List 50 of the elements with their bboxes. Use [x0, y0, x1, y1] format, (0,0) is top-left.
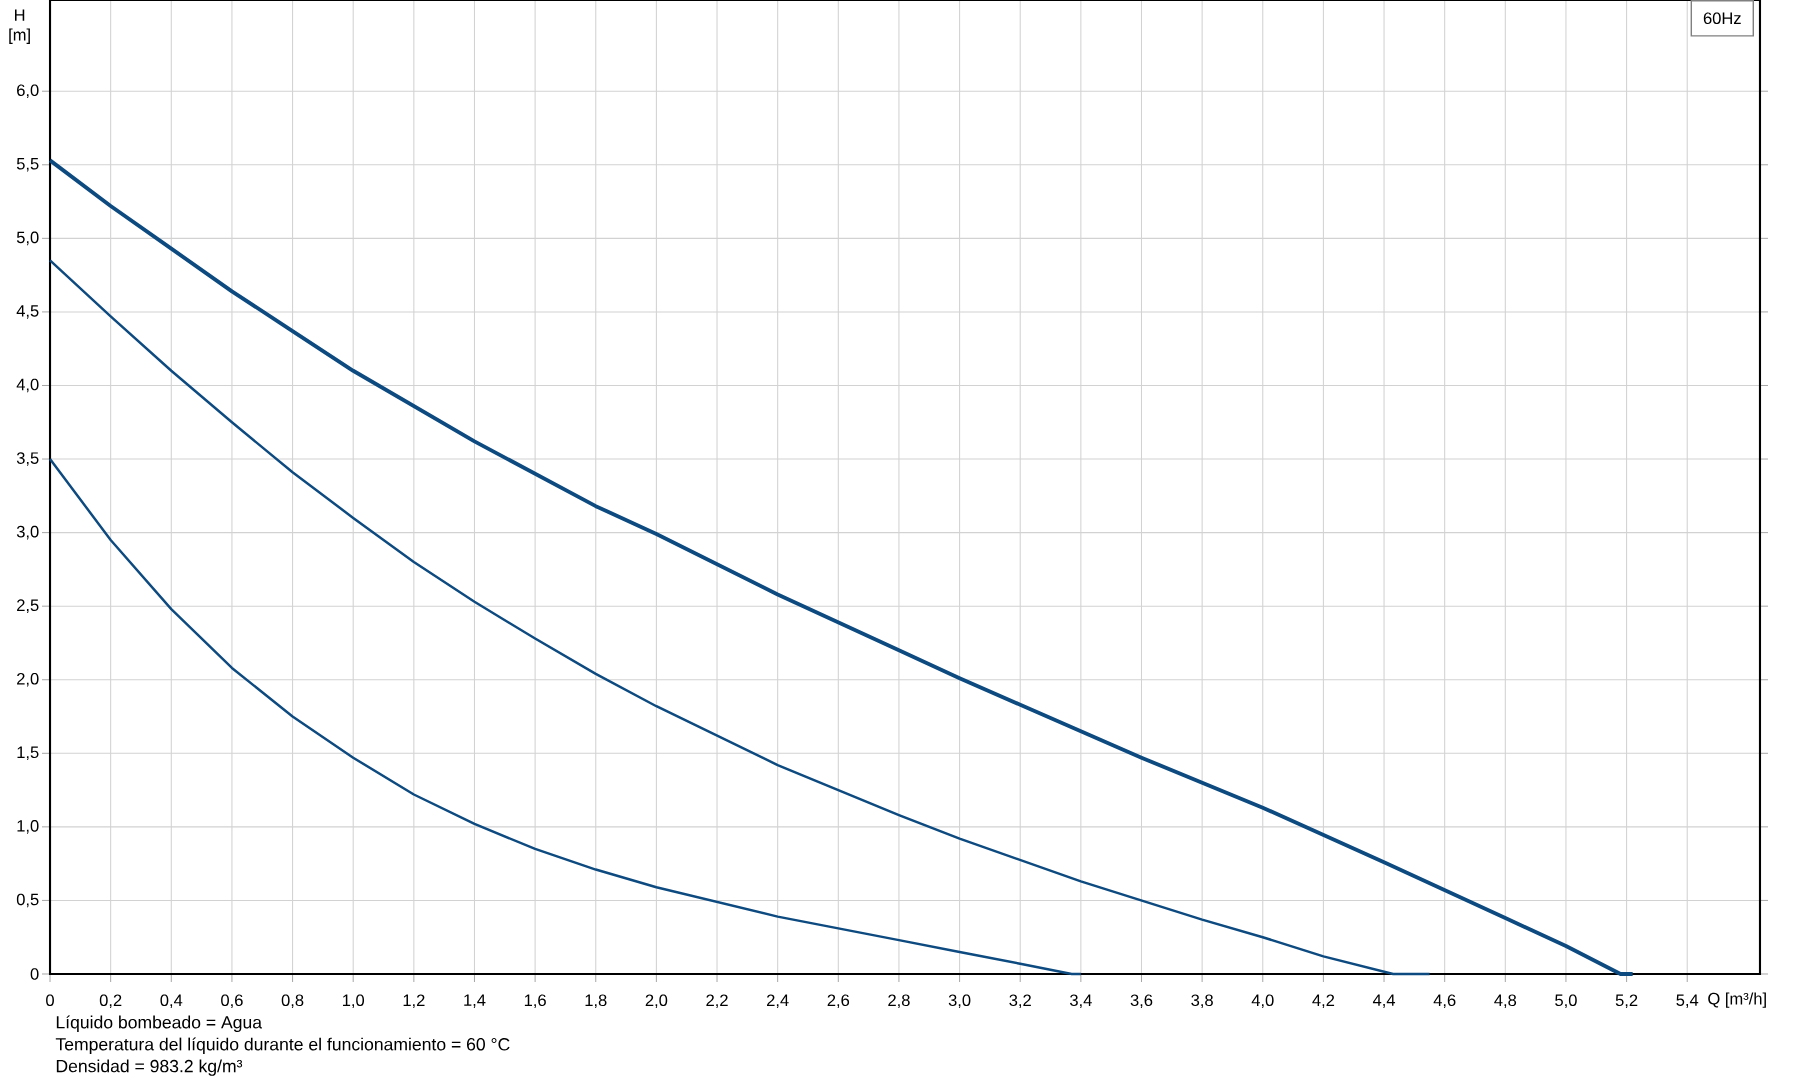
x-tick-label: 4,8	[1494, 994, 1517, 1009]
x-tick-label: 0,8	[281, 994, 304, 1009]
x-tick-label: 3,6	[1130, 994, 1153, 1009]
x-tick-label: 4,6	[1433, 994, 1456, 1009]
text: Líquido bombeado = Agua	[56, 1015, 263, 1032]
x-tick-label: 2,6	[827, 994, 850, 1009]
x-tick-label: 0,2	[99, 994, 122, 1009]
y-tick-label: 0	[30, 968, 39, 980]
x-tick-label: 3,8	[1191, 994, 1213, 1009]
y-tick-label: 5,5	[16, 158, 39, 172]
x-tick-label: 1,4	[464, 994, 486, 1008]
x-tick-label: 3,2	[1009, 994, 1031, 1009]
x-tick-label: 0,4	[160, 994, 183, 1009]
x-tick-label: 2,4	[767, 994, 789, 1009]
y-tick-label: 1,5	[17, 746, 39, 761]
x-axis-title: Q [m³/h]	[1708, 992, 1766, 1008]
line-series	[48, 259, 1431, 976]
x-tick-label: 1,0	[342, 994, 365, 1009]
x-tick-label: 0	[46, 994, 54, 1007]
x-tick-label: 3,4	[1069, 994, 1092, 1009]
y-tick-label: 4,0	[16, 378, 39, 393]
x-tick-label: 1,6	[524, 994, 546, 1009]
x-tick-label: 1,2	[403, 994, 425, 1009]
x-tick-label: 4,2	[1312, 994, 1335, 1009]
y-tick-label: 2,5	[17, 599, 39, 613]
x-tick-label: 2,0	[645, 994, 668, 1009]
x-tick-label: 5,4	[1676, 994, 1699, 1008]
x-tick-label: 4,0	[1251, 994, 1274, 1009]
y-tick-label: 6,0	[17, 84, 39, 99]
line-series	[48, 158, 1635, 976]
x-tick-label: 4,4	[1372, 994, 1396, 1008]
x-tick-label: 0,6	[221, 994, 243, 1009]
y-tick-label: 5,0	[16, 231, 39, 246]
y-tick-label: 3,0	[16, 525, 39, 540]
text: 60Hz	[1703, 12, 1741, 25]
y-tick-label: 0,5	[16, 893, 39, 908]
x-tick-label: 2,2	[706, 994, 728, 1009]
x-tick-label: 5,0	[1555, 994, 1577, 1009]
text: Temperatura del líquido durante el funcionamiento = 60 °C	[55, 1037, 510, 1054]
y-axis-title: H [m]	[9, 9, 30, 44]
y-tick-label: 3,5	[16, 452, 39, 466]
y-tick-label: 4,5	[16, 305, 39, 319]
text: Densidad = 983.2 kg/m³	[56, 1059, 243, 1076]
y-tick-label: 1,0	[17, 820, 39, 834]
line-series	[48, 457, 1083, 976]
x-tick-label: 2,8	[888, 994, 910, 1009]
x-tick-label: 1,8	[585, 994, 607, 1009]
x-tick-label: 5,2	[1615, 994, 1638, 1009]
x-tick-label: 3,0	[948, 994, 971, 1009]
y-tick-label: 2,0	[17, 672, 39, 687]
